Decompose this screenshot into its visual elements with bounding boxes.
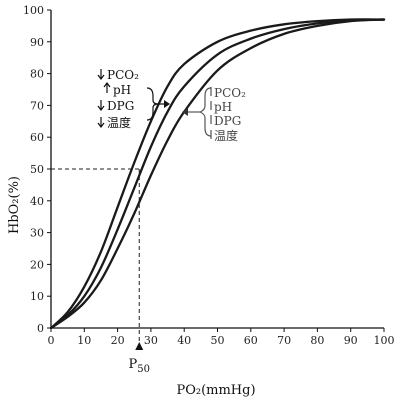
arrowhead xyxy=(103,82,111,88)
right-bracket xyxy=(198,87,212,137)
curves xyxy=(49,18,386,330)
x-tick-label: 30 xyxy=(144,334,158,347)
x-tick-label: 20 xyxy=(111,334,125,347)
y-tick-label: 40 xyxy=(30,195,44,208)
y-tick-label: 0 xyxy=(37,322,44,335)
y-tick-label: 80 xyxy=(30,68,44,81)
right-annotation-label: PCO₂ xyxy=(214,86,246,100)
x-tick-label: 100 xyxy=(374,334,395,347)
y-tick-label: 70 xyxy=(30,99,44,112)
x-tick-label: 50 xyxy=(211,334,225,347)
right-annotation-label: DPG xyxy=(214,114,241,128)
curve-1 xyxy=(49,18,386,330)
left-annotation-label: PCO₂ xyxy=(107,68,139,82)
x-axis-label: PO₂(mmHg) xyxy=(176,383,255,398)
tick-labels: 0 10 20 30 40 50 60 70 80 90 100 0 10 20 30 40 50 60 70 80 9… xyxy=(23,4,395,347)
y-tick-label: 10 xyxy=(30,290,44,303)
left-annotation-label: pH xyxy=(113,83,131,97)
x-tick-label: 90 xyxy=(344,334,358,347)
p50-guides: P50 xyxy=(51,168,150,375)
y-tick-label: 20 xyxy=(30,258,44,271)
y-axis-label: HbO₂(%) xyxy=(7,176,22,234)
p50-arrow xyxy=(135,342,144,350)
x-tick-label: 10 xyxy=(77,334,91,347)
right-annotation-label: pH xyxy=(214,100,232,114)
right-annotation-label: 温度 xyxy=(214,128,238,143)
curve-3 xyxy=(49,18,386,330)
left-bracket xyxy=(146,87,159,121)
arrowhead xyxy=(97,74,105,80)
y-tick-label: 60 xyxy=(30,131,44,144)
left-annotation-label: 温度 xyxy=(107,115,131,130)
arrowhead xyxy=(97,105,105,111)
y-tick-label: 30 xyxy=(30,227,44,240)
curve-2 xyxy=(49,18,386,330)
x-tick-label: 0 xyxy=(48,334,55,347)
y-tick-label: 100 xyxy=(23,4,44,17)
x-tick-label: 60 xyxy=(244,334,258,347)
x-tick-label: 70 xyxy=(277,334,291,347)
left-annotation-label: DPG xyxy=(107,99,134,113)
left-shift-arrow-icon xyxy=(164,100,170,108)
y-tick-label: 50 xyxy=(30,163,44,176)
p50-label: P50 xyxy=(129,357,150,375)
x-tick-label: 40 xyxy=(177,334,191,347)
x-tick-label: 80 xyxy=(310,334,324,347)
y-tick-label: 90 xyxy=(30,36,44,49)
arrowhead xyxy=(97,122,105,128)
right-shift-arrow-icon xyxy=(182,108,188,116)
